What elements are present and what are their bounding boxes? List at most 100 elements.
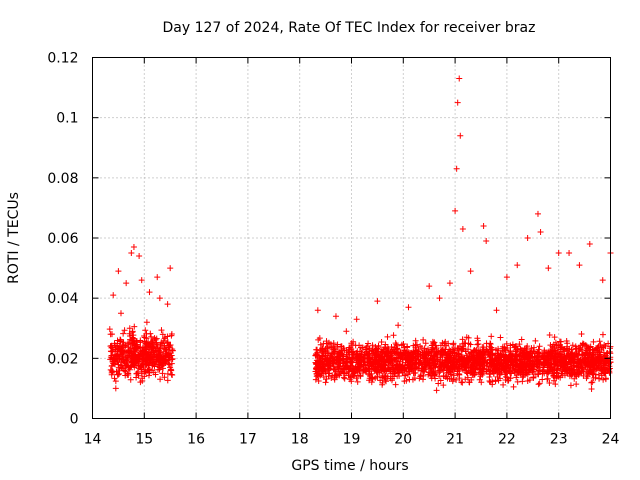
data-point	[454, 368, 461, 375]
data-point	[331, 346, 338, 353]
data-point	[397, 358, 404, 365]
data-point	[582, 354, 589, 361]
data-point	[371, 368, 378, 375]
data-point	[446, 280, 453, 287]
data-point	[143, 340, 150, 347]
data-point	[553, 350, 560, 357]
data-point	[458, 379, 465, 386]
data-point	[369, 375, 376, 382]
data-point	[558, 356, 565, 363]
data-point	[488, 333, 495, 340]
data-point	[437, 368, 444, 375]
data-point	[378, 354, 385, 361]
y-tick-label: 0.02	[47, 351, 78, 367]
data-point	[530, 363, 537, 370]
data-point	[596, 338, 603, 345]
data-point	[336, 356, 343, 363]
data-point	[340, 353, 347, 360]
data-point	[133, 355, 140, 362]
data-point	[534, 210, 541, 217]
x-tick-label: 20	[394, 432, 412, 448]
data-point	[147, 330, 154, 337]
data-point	[343, 351, 350, 358]
data-point	[558, 370, 565, 377]
data-point	[603, 350, 610, 357]
data-point	[141, 333, 148, 340]
data-point	[146, 289, 153, 296]
data-point	[162, 334, 169, 341]
data-point	[157, 356, 164, 363]
data-point	[527, 367, 534, 374]
data-point	[376, 357, 383, 364]
data-point	[442, 349, 449, 356]
data-point	[425, 371, 432, 378]
x-tick-label: 15	[135, 432, 153, 448]
data-point	[412, 337, 419, 344]
data-point	[137, 337, 144, 344]
data-point	[389, 354, 396, 361]
data-point	[581, 355, 588, 362]
data-point	[604, 366, 611, 373]
data-point	[390, 348, 397, 355]
data-point	[108, 369, 115, 376]
data-point	[107, 348, 114, 355]
data-point	[548, 362, 555, 369]
data-point	[324, 354, 331, 361]
data-point	[486, 343, 493, 350]
data-point	[312, 352, 319, 359]
data-point	[372, 343, 379, 350]
data-point	[130, 244, 137, 251]
data-point	[156, 295, 163, 302]
data-point	[487, 360, 494, 367]
data-point	[111, 340, 118, 347]
data-point	[428, 366, 435, 373]
data-point	[372, 375, 379, 382]
data-point	[432, 351, 439, 358]
data-point	[597, 357, 604, 364]
data-point	[596, 354, 603, 361]
data-point	[582, 360, 589, 367]
data-point	[142, 361, 149, 368]
data-point	[564, 345, 571, 352]
data-point	[433, 387, 440, 394]
data-point	[165, 343, 172, 350]
data-point	[329, 356, 336, 363]
data-point	[600, 376, 607, 383]
data-point	[120, 357, 127, 364]
data-point	[573, 381, 580, 388]
data-point	[504, 355, 511, 362]
data-point	[450, 376, 457, 383]
data-point	[418, 344, 425, 351]
data-point	[145, 352, 152, 359]
data-point	[146, 366, 153, 373]
data-point	[149, 362, 156, 369]
data-point	[520, 373, 527, 380]
data-point	[130, 340, 137, 347]
data-point	[561, 352, 568, 359]
data-point	[348, 340, 355, 347]
data-point	[534, 350, 541, 357]
data-point	[486, 351, 493, 358]
data-point	[358, 349, 365, 356]
data-point	[594, 344, 601, 351]
x-tick-label: 17	[239, 432, 257, 448]
data-point	[584, 345, 591, 352]
data-point	[586, 349, 593, 356]
data-point	[510, 383, 517, 390]
data-point	[145, 366, 152, 373]
data-point	[399, 352, 406, 359]
data-point	[435, 380, 442, 387]
data-point	[138, 277, 145, 284]
data-point	[454, 99, 461, 106]
data-point	[407, 361, 414, 368]
data-point	[573, 367, 580, 374]
data-point	[523, 366, 530, 373]
data-point	[160, 348, 167, 355]
data-point	[117, 336, 124, 343]
data-point	[589, 366, 596, 373]
data-point	[592, 374, 599, 381]
data-point	[381, 367, 388, 374]
data-point	[525, 354, 532, 361]
data-point	[567, 382, 574, 389]
data-point	[366, 354, 373, 361]
